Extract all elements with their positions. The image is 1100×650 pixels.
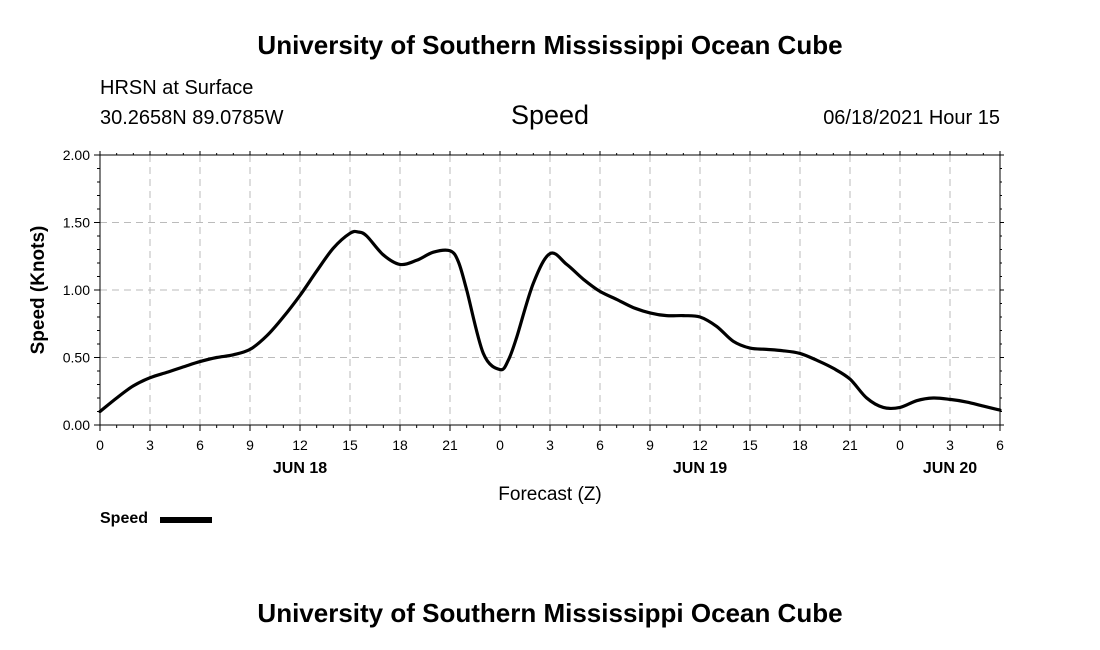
x-tick-label: 9 xyxy=(646,437,654,453)
y-tick-label: 1.00 xyxy=(63,282,90,298)
y-tick-label: 2.00 xyxy=(63,147,90,163)
x-tick-label: 3 xyxy=(146,437,154,453)
valid-time-label: 06/18/2021 Hour 15 xyxy=(823,107,1000,129)
x-tick-label: 6 xyxy=(996,437,1004,453)
x-tick-label: 0 xyxy=(96,437,104,453)
y-tick-label: 0.00 xyxy=(63,417,90,433)
station-label: HRSN at Surface xyxy=(100,77,254,99)
legend-line-swatch xyxy=(160,517,212,523)
chart-title: Speed xyxy=(510,100,590,130)
x-tick-label: 0 xyxy=(896,437,904,453)
x-tick-label: 3 xyxy=(546,437,554,453)
coordinates-label: 30.2658N 89.0785W xyxy=(100,107,284,129)
x-tick-label: 9 xyxy=(246,437,254,453)
x-tick-label: 12 xyxy=(292,437,308,453)
plot-frame xyxy=(99,154,1001,426)
y-tick-label: 1.50 xyxy=(63,215,90,231)
x-axis-title: Forecast (Z) xyxy=(498,484,601,505)
x-tick-label: 18 xyxy=(792,437,808,453)
legend-label: Speed xyxy=(100,510,149,527)
series-line-speed xyxy=(98,229,1002,414)
x-tick-label: 21 xyxy=(842,437,858,453)
x-tick-label: 18 xyxy=(392,437,408,453)
footer-title: University of Southern Mississippi Ocean… xyxy=(257,598,843,628)
x-tick-label: 6 xyxy=(596,437,604,453)
x-tick-label: 0 xyxy=(496,437,504,453)
x-tick-label: 3 xyxy=(946,437,954,453)
y-axis-title: Speed (Knots) xyxy=(28,226,49,355)
x-tick-label: 15 xyxy=(742,437,758,453)
x-tick-label: 15 xyxy=(342,437,358,453)
page-title: University of Southern Mississippi Ocean… xyxy=(257,30,843,60)
x-tick-label: 21 xyxy=(442,437,458,453)
date-label: JUN 18 xyxy=(273,460,327,477)
date-label: JUN 20 xyxy=(923,460,977,477)
date-label: JUN 19 xyxy=(673,460,727,477)
x-tick-label: 12 xyxy=(692,437,708,453)
y-tick-label: 0.50 xyxy=(63,350,90,366)
x-tick-label: 6 xyxy=(196,437,204,453)
